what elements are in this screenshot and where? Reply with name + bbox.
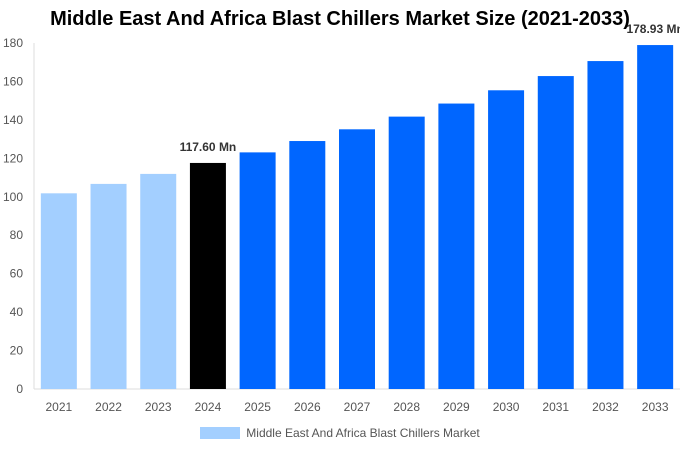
x-tick-label: 2021 — [45, 400, 72, 414]
x-tick-label: 2023 — [145, 400, 172, 414]
bar-2026 — [289, 141, 326, 389]
y-tick-label: 0 — [16, 382, 23, 396]
y-tick-label: 80 — [10, 228, 24, 242]
bar-2027 — [339, 129, 375, 389]
y-tick-label: 100 — [3, 190, 23, 204]
legend: Middle East And Africa Blast Chillers Ma… — [0, 426, 680, 440]
y-tick-label: 60 — [10, 267, 24, 281]
x-tick-label: 2025 — [244, 400, 271, 414]
data-label-2033: 178.93 Mn — [626, 22, 680, 36]
bar-2022 — [90, 183, 127, 389]
data-label-2024: 117.60 Mn — [180, 140, 237, 154]
x-tick-label: 2028 — [393, 400, 420, 414]
y-tick-label: 140 — [3, 113, 23, 127]
x-tick-label: 2027 — [344, 400, 371, 414]
bar-2029 — [438, 103, 475, 390]
bar-2033 — [637, 45, 674, 390]
y-tick-label: 20 — [10, 344, 24, 358]
x-tick-label: 2024 — [195, 400, 222, 414]
bar-2025 — [239, 152, 276, 389]
legend-label: Middle East And Africa Blast Chillers Ma… — [246, 426, 480, 440]
y-tick-label: 120 — [3, 151, 23, 165]
legend-swatch — [200, 427, 241, 439]
x-tick-label: 2031 — [542, 400, 569, 414]
bar-2024 — [189, 162, 226, 389]
x-tick-label: 2022 — [95, 400, 122, 414]
y-tick-label: 160 — [3, 74, 23, 88]
bar-2023 — [140, 173, 177, 389]
bar-2028 — [388, 116, 425, 390]
bar-2030 — [488, 90, 525, 389]
bar-2032 — [587, 61, 624, 390]
x-tick-label: 2029 — [443, 400, 470, 414]
x-tick-label: 2032 — [592, 400, 619, 414]
x-tick-label: 2026 — [294, 400, 321, 414]
y-tick-label: 180 — [3, 36, 23, 50]
x-tick-label: 2033 — [642, 400, 669, 414]
chart-title: Middle East And Africa Blast Chillers Ma… — [50, 8, 630, 30]
x-tick-label: 2030 — [493, 400, 520, 414]
y-tick-label: 40 — [10, 305, 24, 319]
bar-2021 — [40, 193, 77, 389]
bar-2031 — [537, 76, 574, 389]
